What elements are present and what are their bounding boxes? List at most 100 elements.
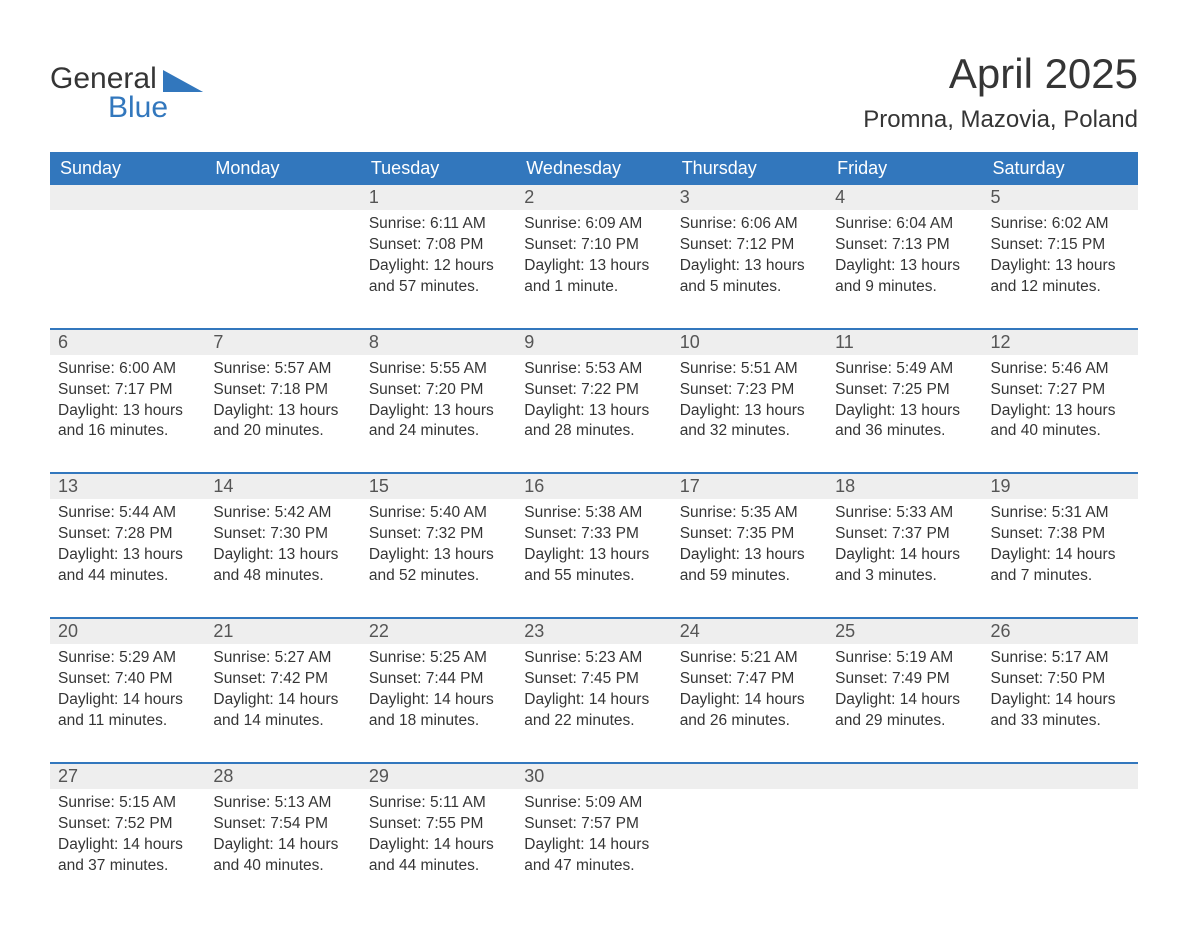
sunset-text: Sunset: 7:20 PM (369, 380, 508, 401)
month-title: April 2025 (863, 50, 1138, 98)
header: General Blue April 2025 Promna, Mazovia,… (50, 50, 1138, 134)
daylight-text: Daylight: 13 hours and 55 minutes. (524, 545, 663, 587)
day-content-cell: Sunrise: 5:33 AMSunset: 7:37 PMDaylight:… (827, 499, 982, 618)
sunrise-text: Sunrise: 5:09 AM (524, 793, 663, 814)
day-content-cell: Sunrise: 5:19 AMSunset: 7:49 PMDaylight:… (827, 644, 982, 763)
day-number-cell: 6 (50, 329, 205, 355)
day-content-cell: Sunrise: 6:04 AMSunset: 7:13 PMDaylight:… (827, 210, 982, 329)
sunrise-text: Sunrise: 5:31 AM (991, 503, 1130, 524)
daylight-text: Daylight: 13 hours and 32 minutes. (680, 401, 819, 443)
sunrise-text: Sunrise: 5:29 AM (58, 648, 197, 669)
day-number-cell: 27 (50, 763, 205, 789)
day-content-cell: Sunrise: 5:53 AMSunset: 7:22 PMDaylight:… (516, 355, 671, 474)
daylight-text: Daylight: 13 hours and 9 minutes. (835, 256, 974, 298)
sunset-text: Sunset: 7:42 PM (213, 669, 352, 690)
day-number-row: 6789101112 (50, 329, 1138, 355)
day-number-cell: 9 (516, 329, 671, 355)
weekday-header: Friday (827, 152, 982, 185)
daylight-text: Daylight: 13 hours and 36 minutes. (835, 401, 974, 443)
day-number-cell: 18 (827, 473, 982, 499)
daylight-text: Daylight: 13 hours and 20 minutes. (213, 401, 352, 443)
day-number-cell (983, 763, 1138, 789)
day-number-cell: 29 (361, 763, 516, 789)
daylight-text: Daylight: 14 hours and 3 minutes. (835, 545, 974, 587)
day-content-cell: Sunrise: 5:21 AMSunset: 7:47 PMDaylight:… (672, 644, 827, 763)
sunset-text: Sunset: 7:37 PM (835, 524, 974, 545)
location-subtitle: Promna, Mazovia, Poland (863, 106, 1138, 134)
day-content-cell: Sunrise: 6:02 AMSunset: 7:15 PMDaylight:… (983, 210, 1138, 329)
daylight-text: Daylight: 14 hours and 29 minutes. (835, 690, 974, 732)
day-number-row: 20212223242526 (50, 618, 1138, 644)
sunrise-text: Sunrise: 5:35 AM (680, 503, 819, 524)
sunrise-text: Sunrise: 5:44 AM (58, 503, 197, 524)
day-number-cell: 25 (827, 618, 982, 644)
sunset-text: Sunset: 7:08 PM (369, 235, 508, 256)
day-number-cell: 16 (516, 473, 671, 499)
sunset-text: Sunset: 7:22 PM (524, 380, 663, 401)
daylight-text: Daylight: 13 hours and 5 minutes. (680, 256, 819, 298)
day-content-cell: Sunrise: 5:40 AMSunset: 7:32 PMDaylight:… (361, 499, 516, 618)
day-content-row: Sunrise: 6:00 AMSunset: 7:17 PMDaylight:… (50, 355, 1138, 474)
sunset-text: Sunset: 7:44 PM (369, 669, 508, 690)
day-content-cell: Sunrise: 5:27 AMSunset: 7:42 PMDaylight:… (205, 644, 360, 763)
sunset-text: Sunset: 7:32 PM (369, 524, 508, 545)
sunrise-text: Sunrise: 5:55 AM (369, 359, 508, 380)
sunset-text: Sunset: 7:55 PM (369, 814, 508, 835)
daylight-text: Daylight: 14 hours and 11 minutes. (58, 690, 197, 732)
day-content-cell: Sunrise: 5:09 AMSunset: 7:57 PMDaylight:… (516, 789, 671, 899)
sunset-text: Sunset: 7:15 PM (991, 235, 1130, 256)
day-content-cell: Sunrise: 5:57 AMSunset: 7:18 PMDaylight:… (205, 355, 360, 474)
weekday-header: Saturday (983, 152, 1138, 185)
sunrise-text: Sunrise: 5:53 AM (524, 359, 663, 380)
sunset-text: Sunset: 7:54 PM (213, 814, 352, 835)
day-content-cell: Sunrise: 5:17 AMSunset: 7:50 PMDaylight:… (983, 644, 1138, 763)
day-number-cell: 26 (983, 618, 1138, 644)
sunset-text: Sunset: 7:38 PM (991, 524, 1130, 545)
day-number-cell (672, 763, 827, 789)
day-content-cell (205, 210, 360, 329)
sunset-text: Sunset: 7:10 PM (524, 235, 663, 256)
sunset-text: Sunset: 7:25 PM (835, 380, 974, 401)
day-number-cell: 15 (361, 473, 516, 499)
sunrise-text: Sunrise: 5:57 AM (213, 359, 352, 380)
brand-triangle-icon (163, 70, 203, 97)
day-number-cell: 3 (672, 185, 827, 210)
day-number-cell: 14 (205, 473, 360, 499)
day-content-cell: Sunrise: 6:06 AMSunset: 7:12 PMDaylight:… (672, 210, 827, 329)
daylight-text: Daylight: 14 hours and 7 minutes. (991, 545, 1130, 587)
sunset-text: Sunset: 7:18 PM (213, 380, 352, 401)
day-number-cell: 4 (827, 185, 982, 210)
day-content-cell: Sunrise: 5:42 AMSunset: 7:30 PMDaylight:… (205, 499, 360, 618)
daylight-text: Daylight: 13 hours and 40 minutes. (991, 401, 1130, 443)
day-number-row: 13141516171819 (50, 473, 1138, 499)
weekday-header: Wednesday (516, 152, 671, 185)
day-number-cell: 7 (205, 329, 360, 355)
sunrise-text: Sunrise: 5:49 AM (835, 359, 974, 380)
day-number-cell: 20 (50, 618, 205, 644)
daylight-text: Daylight: 13 hours and 59 minutes. (680, 545, 819, 587)
sunset-text: Sunset: 7:27 PM (991, 380, 1130, 401)
day-content-cell: Sunrise: 6:11 AMSunset: 7:08 PMDaylight:… (361, 210, 516, 329)
day-number-cell: 28 (205, 763, 360, 789)
day-number-cell: 24 (672, 618, 827, 644)
day-number-cell: 8 (361, 329, 516, 355)
day-content-cell: Sunrise: 5:23 AMSunset: 7:45 PMDaylight:… (516, 644, 671, 763)
weekday-header: Monday (205, 152, 360, 185)
day-number-cell: 13 (50, 473, 205, 499)
daylight-text: Daylight: 13 hours and 28 minutes. (524, 401, 663, 443)
daylight-text: Daylight: 14 hours and 26 minutes. (680, 690, 819, 732)
day-number-cell: 23 (516, 618, 671, 644)
sunrise-text: Sunrise: 5:19 AM (835, 648, 974, 669)
day-number-cell: 22 (361, 618, 516, 644)
weekday-header: Sunday (50, 152, 205, 185)
day-content-cell: Sunrise: 5:25 AMSunset: 7:44 PMDaylight:… (361, 644, 516, 763)
day-number-cell: 5 (983, 185, 1138, 210)
daylight-text: Daylight: 13 hours and 1 minute. (524, 256, 663, 298)
daylight-text: Daylight: 13 hours and 48 minutes. (213, 545, 352, 587)
day-content-row: Sunrise: 5:44 AMSunset: 7:28 PMDaylight:… (50, 499, 1138, 618)
sunrise-text: Sunrise: 5:33 AM (835, 503, 974, 524)
daylight-text: Daylight: 13 hours and 52 minutes. (369, 545, 508, 587)
day-content-cell: Sunrise: 5:44 AMSunset: 7:28 PMDaylight:… (50, 499, 205, 618)
sunrise-text: Sunrise: 6:02 AM (991, 214, 1130, 235)
day-content-row: Sunrise: 6:11 AMSunset: 7:08 PMDaylight:… (50, 210, 1138, 329)
